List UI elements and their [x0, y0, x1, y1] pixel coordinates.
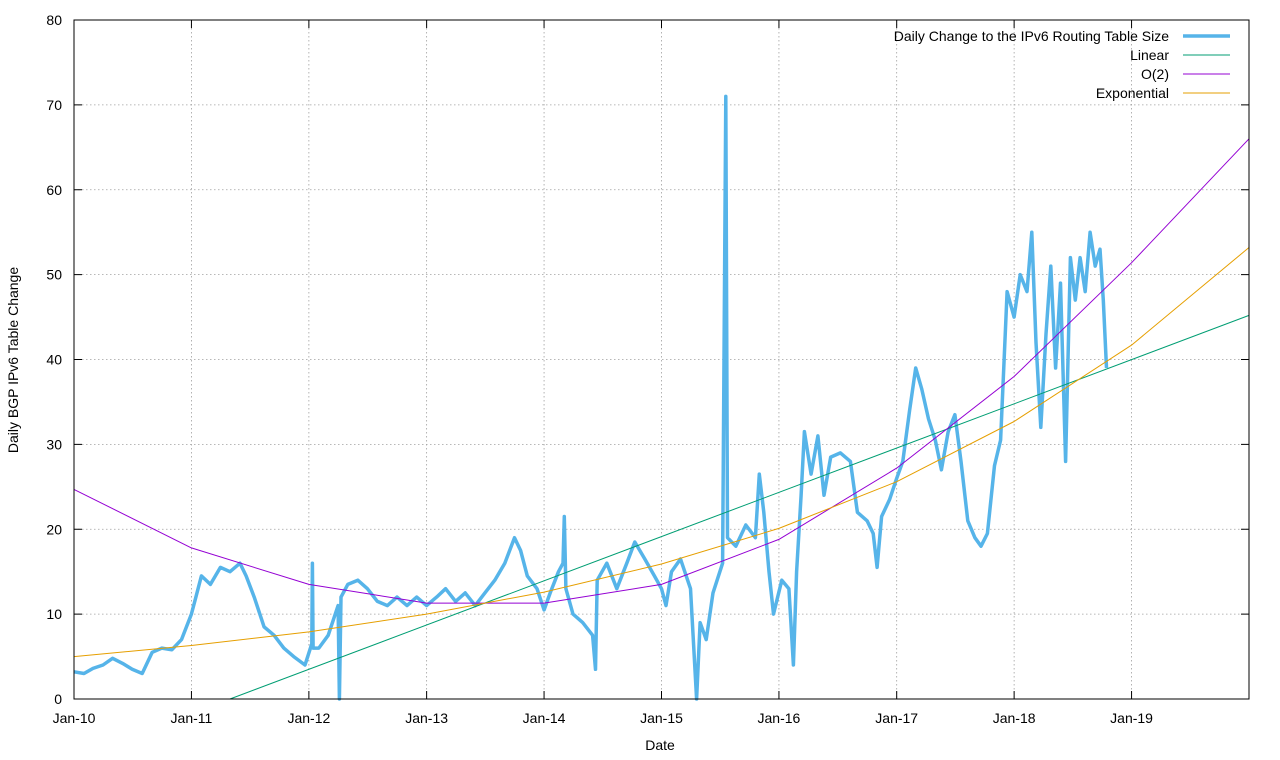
axis-ticks: 0 10 20 30 40 50 60 70 80 Jan-10 Jan-11 Jan-12 Jan-1… — [46, 12, 1249, 726]
x-tick-label: Jan-17 — [875, 710, 918, 726]
x-axis-label: Date — [645, 737, 675, 753]
legend-label: O(2) — [1141, 66, 1169, 82]
legend-label: Exponential — [1096, 85, 1169, 101]
y-tick-label: 30 — [46, 436, 62, 452]
y-tick-label: 0 — [54, 691, 62, 707]
legend: Daily Change to the IPv6 Routing Table S… — [894, 28, 1230, 101]
x-tick-label: Jan-10 — [53, 710, 96, 726]
series-line-4 — [73, 247, 1250, 658]
legend-label: Daily Change to the IPv6 Routing Table S… — [894, 28, 1169, 44]
y-tick-label: 20 — [46, 521, 62, 537]
grid — [74, 20, 1249, 699]
series-line-1 — [73, 94, 1109, 701]
plot-series — [73, 94, 1250, 701]
y-tick-label: 70 — [46, 97, 62, 113]
y-tick-label: 50 — [46, 267, 62, 283]
x-tick-label: Jan-19 — [1110, 710, 1153, 726]
x-tick-label: Jan-15 — [640, 710, 683, 726]
x-tick-label: Jan-12 — [287, 710, 330, 726]
y-axis-label: Daily BGP IPv6 Table Change — [5, 267, 21, 453]
x-tick-label: Jan-11 — [171, 710, 213, 726]
y-tick-label: 40 — [46, 352, 62, 368]
y-tick-label: 10 — [46, 606, 62, 622]
series-line-3 — [73, 138, 1250, 604]
x-tick-label: Jan-18 — [993, 710, 1036, 726]
series-line-2 — [229, 314, 1250, 700]
y-tick-label: 60 — [46, 182, 62, 198]
x-tick-label: Jan-13 — [405, 710, 448, 726]
y-tick-label: 80 — [46, 12, 62, 28]
legend-label: Linear — [1130, 47, 1169, 63]
x-tick-label: Jan-16 — [758, 710, 801, 726]
x-tick-label: Jan-14 — [523, 710, 566, 726]
